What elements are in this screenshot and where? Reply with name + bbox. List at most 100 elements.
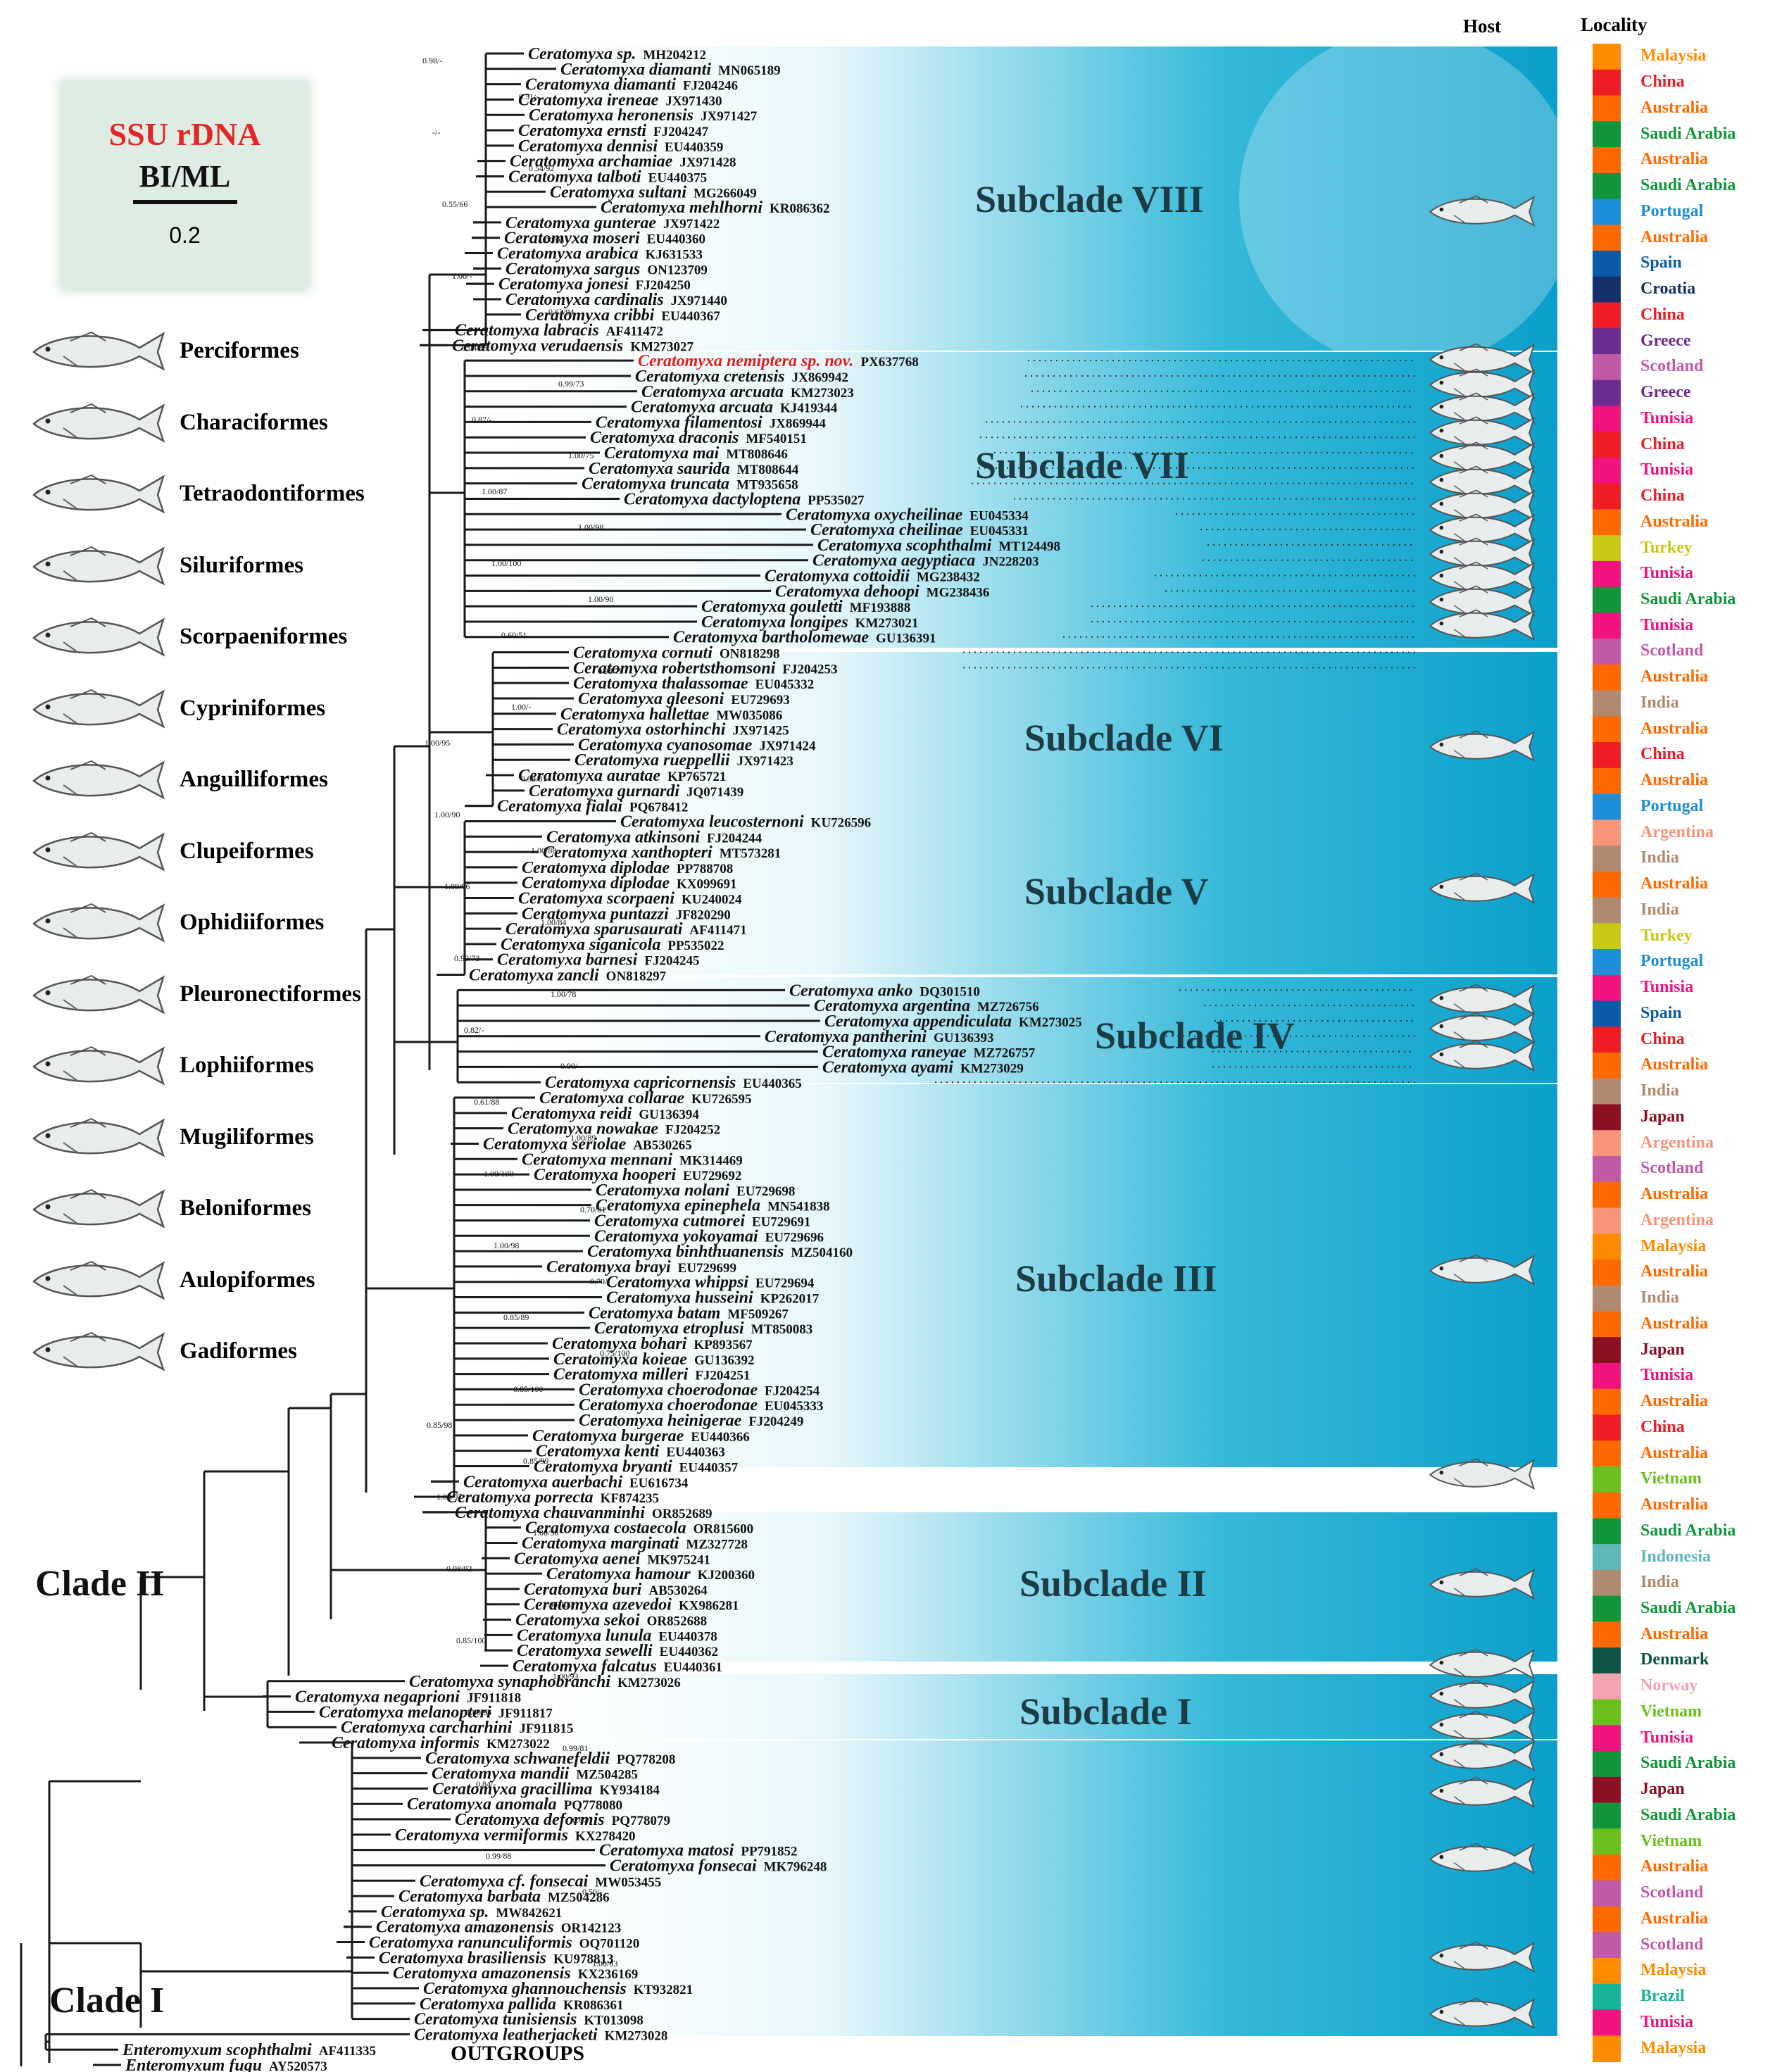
taxon-label: Ceratomyxa whippsi EU729694 [606,1274,815,1292]
taxon-label: Ceratomyxa draconis MF540151 [590,429,807,447]
taxon-label: Ceratomyxa robertsthomsoni FJ204253 [573,659,837,677]
taxon-label: Ceratomyxa nemiptera sp. nov. PX637768 [638,352,919,370]
locality-label: Australia [1640,667,1708,686]
support-value: 0.70/81 [580,1205,605,1214]
taxon-label: Ceratomyxa schwanefeldii PQ778208 [425,1750,675,1768]
locality-label: Australia [1640,1262,1708,1281]
taxon-label: Ceratomyxa carcharhini JF911815 [341,1719,573,1737]
locality-label: China [1640,745,1685,764]
taxon-label: Ceratomyxa chauvanminhi OR852689 [455,1504,713,1522]
locality-label: Scotland [1640,1159,1704,1178]
support-value: 0.54/92 [529,163,554,173]
locality-label: Tunisia [1640,2012,1694,2031]
taxon-label: Ceratomyxa burgerae EU440366 [532,1427,750,1445]
locality-segment [1593,95,1621,123]
locality-label: Tunisia [1640,1728,1694,1747]
taxon-label: Ceratomyxa milleri FJ204251 [553,1366,750,1384]
locality-label: Brazil [1640,1987,1685,2006]
locality-segment [1593,1983,1621,2011]
taxon-label: Ceratomyxa atkinsoni FJ204244 [546,828,762,846]
taxon-label: Ceratomyxa sp. MW842621 [381,1903,562,1921]
taxon-label: Ceratomyxa nowakae FJ204252 [508,1120,720,1138]
locality-segment [1593,1828,1621,1856]
taxon-label: Ceratomyxa sargus ON123709 [506,260,708,278]
locality-label: Japan [1640,1780,1685,1799]
taxon-label: Ceratomyxa deformis PQ778079 [455,1811,670,1829]
legend-subtitle: BI/ML [139,159,231,194]
locality-segment [1593,1466,1621,1493]
legend-title: SSU rDNA [108,116,261,152]
subclade-band-vii [437,352,1557,648]
locality-label: Greece [1640,383,1691,402]
locality-label: Vietnam [1640,1831,1702,1850]
locality-segment [1593,225,1621,251]
locality-label: Malaysia [1640,46,1707,65]
taxon-label: Ceratomyxa bohari KP893567 [552,1335,753,1353]
locality-label: China [1640,434,1685,453]
taxon-label: Ceratomyxa jonesi FJ204250 [498,275,691,294]
taxon-label: Ceratomyxa porrecta KF874235 [446,1488,659,1507]
support-value: 1.00/84 [541,917,566,927]
host-order-label: Clupeiformes [180,838,314,864]
host-order-label: Beloniformes [180,1195,311,1221]
taxon-label: Ceratomyxa barbata MZ504286 [398,1888,610,1906]
taxon-label: Ceratomyxa etroplusi MT850083 [594,1319,812,1338]
taxon-label: Ceratomyxa choerodonae EU045333 [579,1396,823,1414]
subclade-label-viii: Subclade VIII [975,178,1204,220]
taxon-label: Ceratomyxa collarae KU726595 [539,1089,751,1107]
support-value: 0.51/- [519,92,539,101]
locality-segment [1593,639,1621,665]
locality-label: Scotland [1640,1935,1704,1954]
subclade-band-i [437,1674,1557,1739]
taxon-label: Ceratomyxa ostorhinchi JX971425 [557,721,789,739]
locality-label: India [1640,1081,1679,1100]
locality-segment [1593,1181,1621,1209]
locality-label: Australia [1640,1909,1708,1928]
locality-header: Locality [1581,14,1647,35]
taxon-label: Ceratomyxa moseri EU440360 [504,230,705,248]
locality-label: India [1640,848,1679,867]
host-order-label: Pleuronectiformes [180,981,361,1007]
locality-segment [1593,121,1621,148]
locality-label: Argentina [1640,1133,1714,1152]
taxon-label: Ceratomyxa talboti EU440375 [508,168,707,186]
locality-label: Indonesia [1640,1547,1712,1566]
locality-segment [1593,1725,1621,1752]
subclade-label-ii: Subclade II [1019,1562,1207,1605]
locality-segment [1593,1958,1621,1985]
taxon-label: Ceratomyxa mehlhorni KR086362 [601,199,830,217]
taxon-label: Ceratomyxa falcatus EU440361 [513,1657,722,1676]
taxon-label: Ceratomyxa cribbi EU440367 [525,306,720,325]
locality-label: Argentina [1640,822,1714,841]
locality-label: Malaysia [1640,1961,1707,1980]
scale-bar [132,200,237,204]
locality-segment [1593,1053,1621,1079]
support-value: 0.99/73 [558,379,584,389]
host-order-label: Siluriformes [180,552,303,578]
locality-label: Tunisia [1640,564,1694,583]
taxon-label: Ceratomyxa heronensis JX971427 [529,106,758,125]
locality-label: Japan [1640,1340,1685,1359]
locality-segment [1593,1285,1621,1312]
locality-segment [1593,1647,1621,1674]
taxon-label: Ceratomyxa leatherjacketi KM273028 [414,2026,667,2044]
locality-segment [1593,1207,1621,1235]
locality-label: Australia [1640,1314,1708,1333]
subclade-label-iv: Subclade IV [1095,1015,1295,1057]
taxon-label: Ceratomyxa azevedoi KX986281 [524,1596,739,1614]
taxon-label: Ceratomyxa amazonensis KX236169 [393,1964,638,1983]
locality-segment [1593,1776,1621,1804]
support-value: 0.82/- [464,1025,484,1035]
support-value: 0.61/88 [474,1097,499,1107]
locality-segment [1593,1569,1621,1597]
locality-segment [1593,1595,1621,1623]
locality-label: Spain [1640,1003,1682,1022]
taxon-label: Ceratomyxa tunisiensis KT013098 [414,2011,644,2029]
locality-label: Malaysia [1640,2038,1707,2057]
locality-label: Australia [1640,512,1708,531]
taxon-label: Ceratomyxa brayi EU729699 [546,1258,736,1276]
taxon-label: Ceratomyxa mai MT808646 [604,444,788,463]
locality-label: Tunisia [1640,978,1694,997]
locality-label: Saudi Arabia [1640,1521,1736,1540]
